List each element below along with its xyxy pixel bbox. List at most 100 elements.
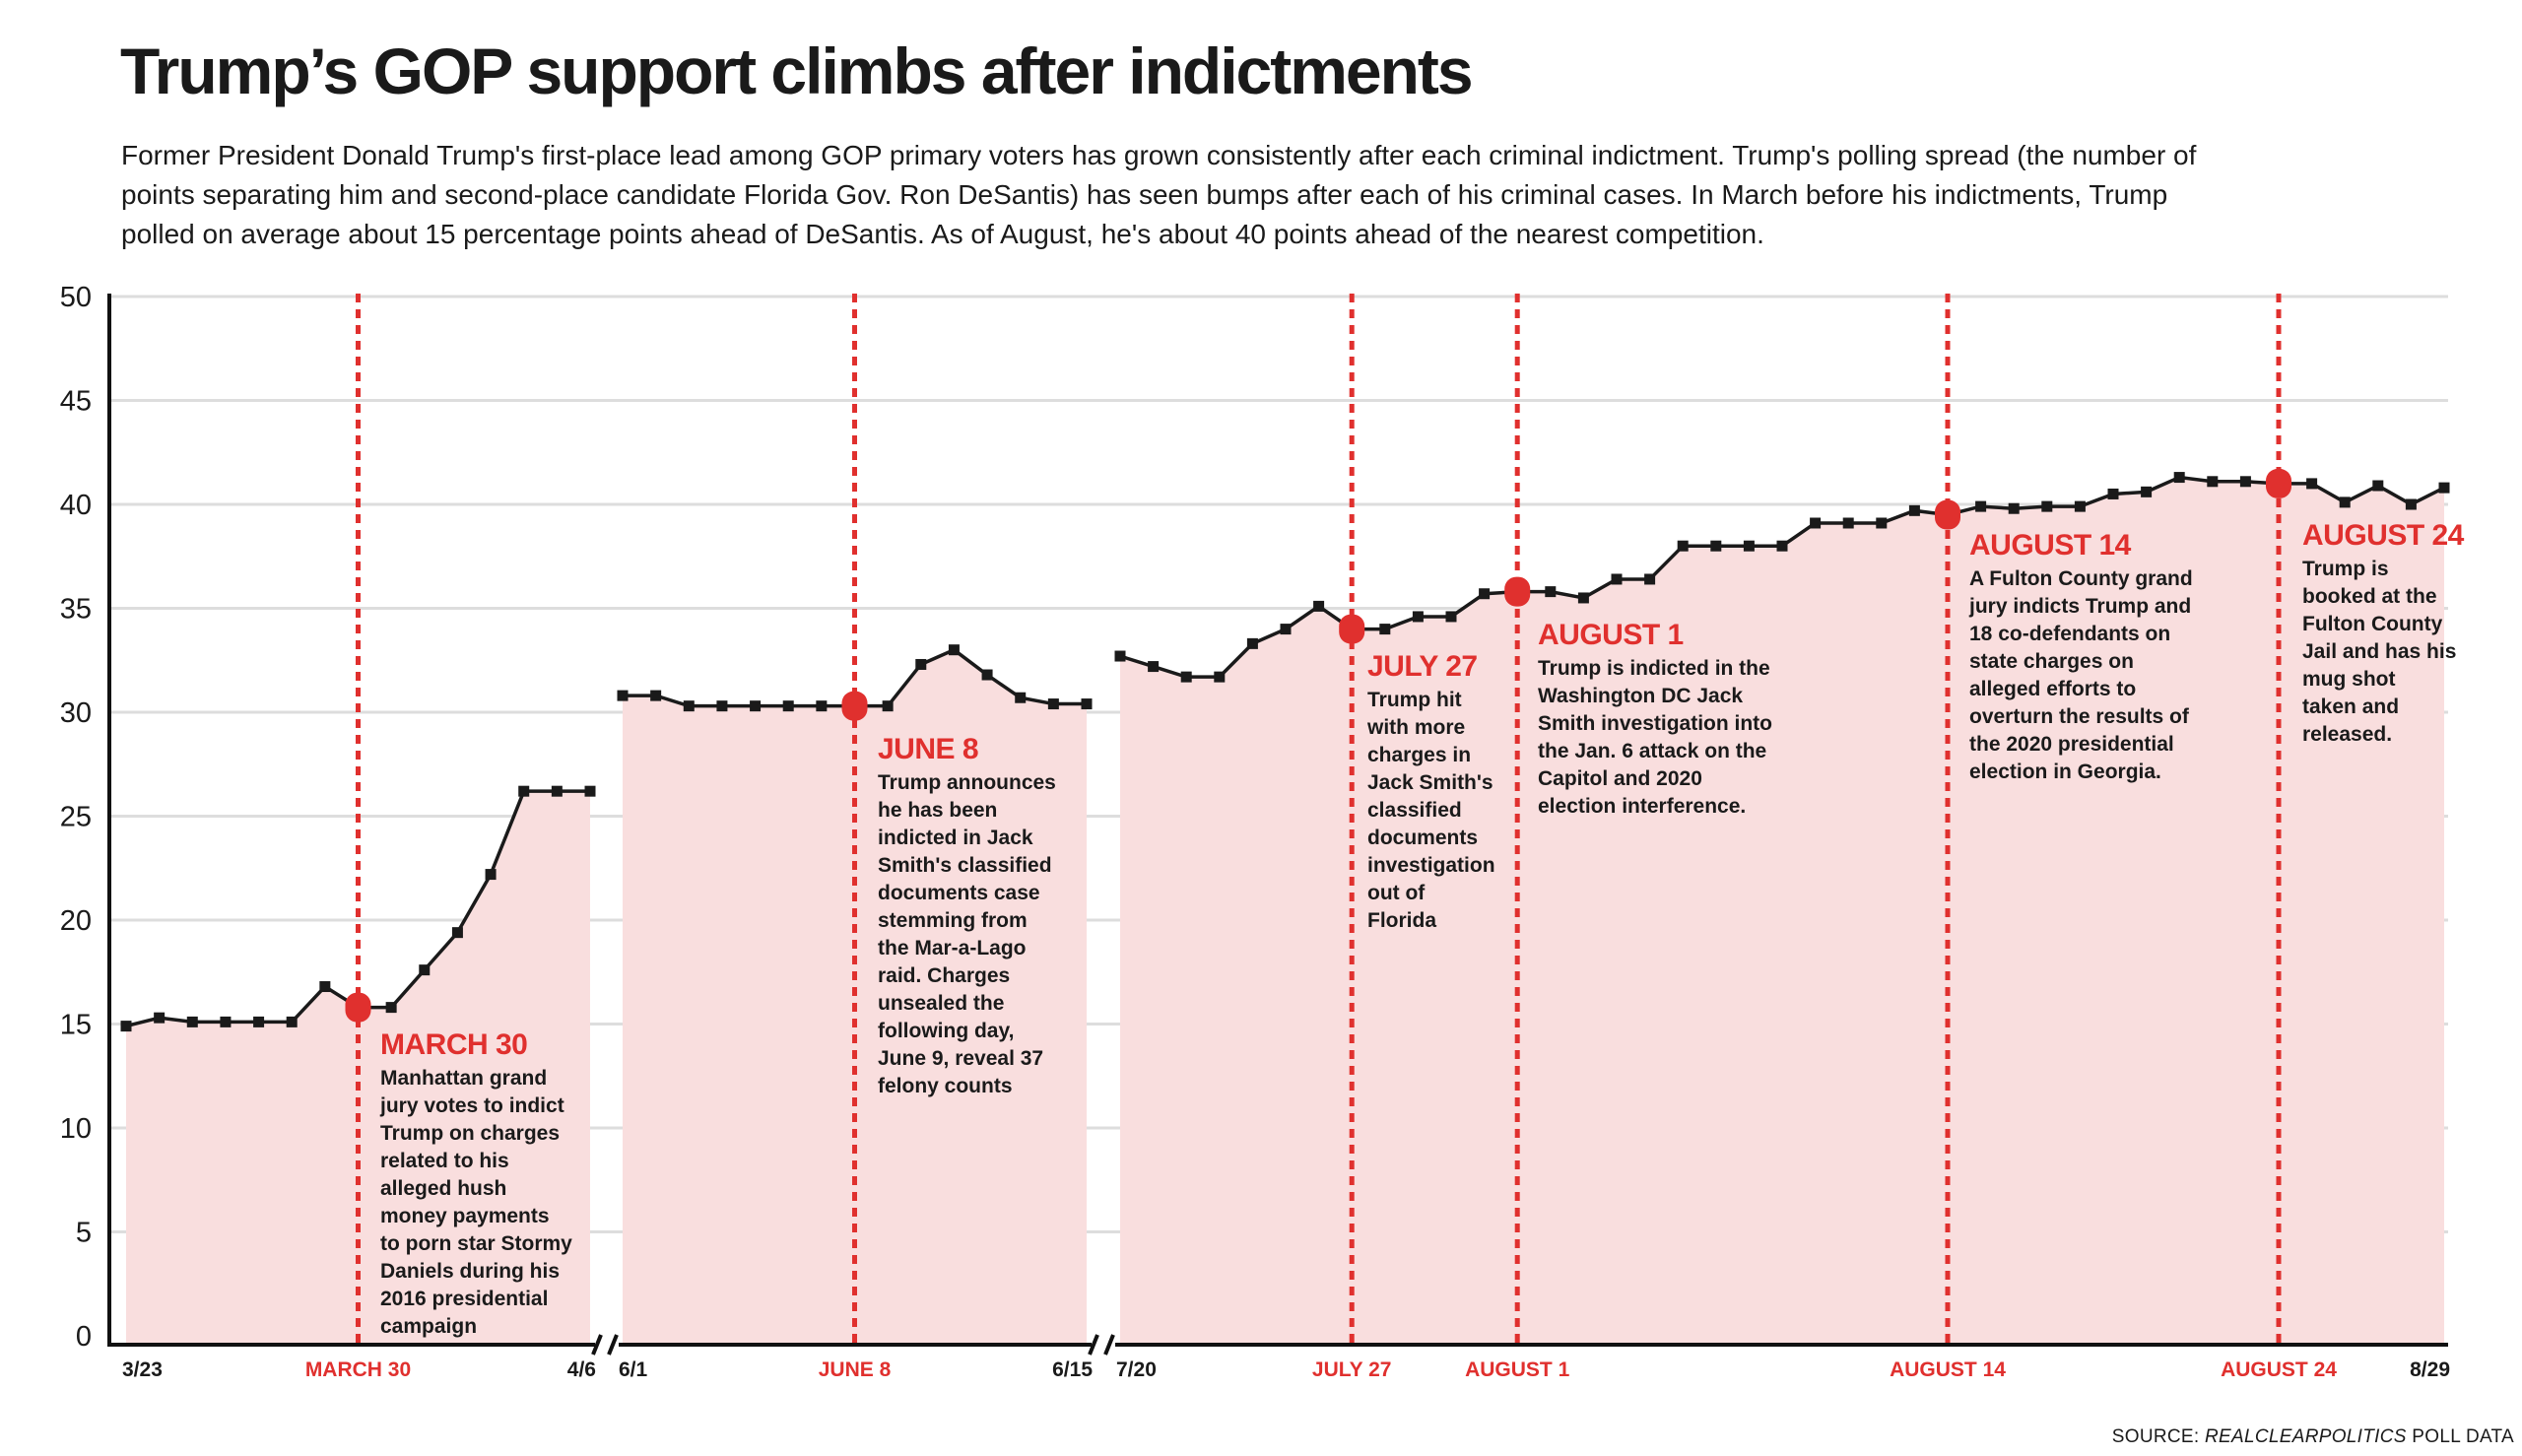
event-axis-label: AUGUST 1 <box>1465 1358 1570 1381</box>
data-point <box>2107 488 2119 499</box>
event-description-line: the Jan. 6 attack on the <box>1538 740 1766 762</box>
axis-break-mark <box>591 1334 603 1356</box>
data-point <box>220 1016 232 1027</box>
data-point <box>782 700 794 712</box>
y-tick-label: 45 <box>60 386 92 418</box>
data-point <box>2372 480 2384 492</box>
data-point <box>2405 498 2417 510</box>
event-description-line: Manhattan grand <box>380 1067 547 1090</box>
y-tick-label: 5 <box>76 1218 92 1249</box>
source-note: SOURCE: REALCLEARPOLITICS POLL DATA <box>2112 1426 2514 1448</box>
subtitle-line: Former President Donald Trump's first-pl… <box>121 140 2197 170</box>
event-description-line: state charges on <box>1969 650 2134 673</box>
x-tick-label: 7/20 <box>1116 1358 1157 1381</box>
event-axis-label: JUNE 8 <box>819 1358 892 1381</box>
event-description-line: documents <box>1367 827 1478 849</box>
event-dot <box>1339 614 1365 644</box>
axis-break-mark <box>1088 1334 1099 1356</box>
chart-title: Trump’s GOP support climbs after indictm… <box>120 34 1474 107</box>
y-tick-label: 40 <box>60 490 92 521</box>
data-point <box>2008 502 2020 514</box>
event-dot <box>841 691 868 721</box>
event-description-line: jury indicts Trump and <box>1968 595 2191 618</box>
data-point <box>1545 586 1557 598</box>
data-point <box>1280 624 1292 635</box>
event-description-line: documents case <box>878 882 1040 904</box>
data-point <box>1313 600 1325 612</box>
y-tick-label: 50 <box>60 282 92 313</box>
event-description-line: the 2020 presidential <box>1969 733 2174 756</box>
event-description-line: Florida <box>1367 909 1436 932</box>
area-fill <box>623 649 1087 1345</box>
event-description-line: with more <box>1366 716 1465 739</box>
data-point <box>617 690 629 701</box>
event-description-line: 2016 presidential <box>380 1288 548 1310</box>
event-description-line: Trump is <box>2302 558 2389 580</box>
event-description-line: overturn the results of <box>1969 705 2190 728</box>
data-point <box>1015 692 1027 703</box>
event-description-line: jury votes to indict <box>379 1094 564 1117</box>
axis-break-mark <box>1103 1334 1115 1356</box>
data-point <box>981 669 993 681</box>
chart-subtitle: Former President Donald Trump's first-pl… <box>121 136 2486 254</box>
event-description-line: Trump on charges <box>380 1122 560 1145</box>
event-description-line: Smith investigation into <box>1538 712 1772 735</box>
data-point <box>1379 624 1391 635</box>
data-point <box>1810 517 1822 529</box>
source-suffix: POLL DATA <box>2406 1426 2514 1447</box>
data-point <box>1214 671 1226 683</box>
data-point <box>1908 504 1920 516</box>
data-point <box>1148 661 1160 673</box>
data-point <box>683 700 695 712</box>
event-dot <box>345 992 371 1023</box>
data-point <box>485 869 497 881</box>
event-axis-label: JULY 27 <box>1312 1358 1392 1381</box>
event-description-line: June 9, reveal 37 <box>878 1047 1043 1070</box>
event-heading: AUGUST 14 <box>1969 529 2132 562</box>
data-point <box>750 700 762 712</box>
y-tick-label: 15 <box>60 1010 92 1041</box>
event-heading: JULY 27 <box>1367 650 1478 683</box>
event-description-line: he has been <box>878 799 997 822</box>
data-point <box>419 964 431 976</box>
event-description-line: released. <box>2302 723 2392 746</box>
data-point <box>1479 588 1491 600</box>
data-point <box>1644 573 1656 585</box>
x-tick-label: 4/6 <box>567 1358 596 1381</box>
data-point <box>1445 611 1457 623</box>
data-point <box>2207 476 2219 488</box>
event-description-line: Washington DC Jack <box>1538 685 1743 707</box>
y-tick-label: 35 <box>60 594 92 626</box>
data-point <box>2239 476 2251 488</box>
event-heading: JUNE 8 <box>878 733 978 765</box>
event-description-line: Capitol and 2020 <box>1538 767 1702 790</box>
subtitle-line: points separating him and second-place c… <box>121 179 2168 210</box>
data-point <box>1776 540 1788 552</box>
event-heading: AUGUST 1 <box>1538 619 1684 651</box>
data-point <box>1876 517 1888 529</box>
event-description-line: investigation <box>1367 854 1495 877</box>
y-tick-label: 25 <box>60 802 92 833</box>
data-point <box>584 785 596 797</box>
event-description-line: to porn star Stormy <box>380 1232 572 1255</box>
source-name: REALCLEARPOLITICS <box>2205 1426 2407 1447</box>
data-point <box>286 1016 298 1027</box>
subtitle-line: polled on average about 15 percentage po… <box>121 219 1764 249</box>
data-point <box>1577 592 1589 604</box>
x-tick-label: 6/1 <box>619 1358 648 1381</box>
data-point <box>1081 698 1093 710</box>
data-point <box>2141 486 2153 497</box>
event-description-line: out of <box>1367 882 1426 904</box>
data-point <box>1611 573 1623 585</box>
data-point <box>650 690 662 701</box>
data-point <box>2339 496 2351 508</box>
event-description-line: money payments <box>380 1205 550 1227</box>
event-description-line: Fulton County <box>2302 613 2443 635</box>
data-point <box>2173 472 2185 484</box>
data-point <box>1975 500 1987 512</box>
data-point <box>1842 517 1854 529</box>
data-point <box>1710 540 1722 552</box>
event-dot <box>2266 468 2291 498</box>
source-prefix: SOURCE: <box>2111 1426 2206 1447</box>
